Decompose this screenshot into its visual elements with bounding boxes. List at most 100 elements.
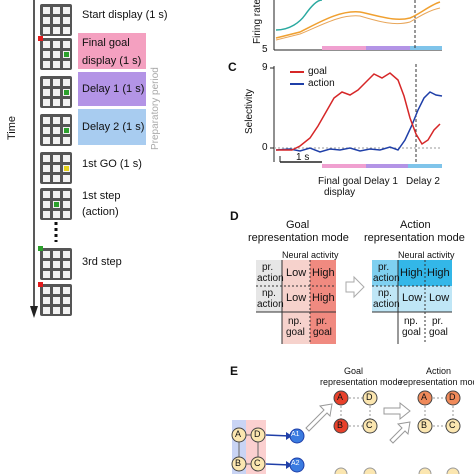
maze-cell [43,261,50,268]
panel-d-letter: D [230,209,239,223]
goal-table-low-col [282,260,310,344]
maze-cell [63,287,70,294]
panel-b-delay1-bar [366,46,410,50]
step-label-1st-go: 1st GO (1 s) [82,158,142,170]
maze-cell [43,79,50,86]
maze-cell [53,211,60,218]
final-goal-band [78,33,146,69]
maze-cell [43,175,50,182]
step-label-delay1: Delay 1 (1 s) [82,83,145,95]
maze-cell [63,41,70,48]
maze-cell [43,191,50,198]
action-node-a [417,390,433,406]
action-node-b [417,418,433,434]
maze-cell [43,137,50,144]
action-col1-label-2: goal [402,327,421,338]
maze-cell [53,287,60,294]
action-col2-label-2: goal [429,327,448,338]
maze-marker [64,128,69,133]
maze-cell [53,261,60,268]
maze-cell [43,307,50,314]
maze-cell [53,27,60,34]
panel-d-arrow [345,275,365,299]
panel-b-delay2-bar [410,46,442,50]
goal-cell-low-1: Low [286,267,307,279]
time-arrow-head [30,306,38,318]
maze-marker [64,52,69,57]
maze-cell [63,297,70,304]
panel-c-scale-label: 1 s [296,152,310,163]
action-table-low-row [398,286,452,312]
action-cell-high-2: High [427,267,450,279]
action-node-d-label: D [449,392,456,402]
maze-cell [53,191,60,198]
maze-cell [43,99,50,106]
panel-c-legend-action: action [308,78,335,89]
goal-col1-label-1: np. [288,316,302,327]
maze-cell [63,211,70,218]
maze-cell [43,127,50,134]
action-table-row1-label-bg [372,260,398,286]
step-label-1st-step-2: (action) [82,206,119,218]
arrow-to-a1 [286,432,292,440]
goal-table-row2-label-bg [256,286,282,312]
maze-cell [53,7,60,14]
maze-cell [43,165,50,172]
action-row2-label-1: np. [378,288,392,299]
step-label-final-goal-2: display (1 s) [82,55,142,67]
maze-cell [53,89,60,96]
left-node-b-label: B [235,458,242,468]
maze-cell [63,251,70,258]
panel-e-letter: E [230,364,239,378]
panel-d-goal-title-1: Goal [286,219,310,231]
panel-d-action-title-2: representation mode [364,232,465,244]
maze-cell [53,117,60,124]
maze-marker [38,246,43,251]
step-label-start: Start display (1 s) [82,9,168,21]
maze-cell [53,251,60,258]
action-cell-high-1: High [400,267,423,279]
maze-marker [38,36,43,41]
left-node-b [231,456,247,472]
goal-node-a [333,390,349,406]
maze-cell [63,271,70,278]
panel-e-goal-mode-2: representation mode [320,377,403,387]
delay1-band [78,72,146,106]
maze-cell [43,251,50,258]
maze-cell [43,287,50,294]
big-arrow-up [305,403,333,432]
goal-col2-label-1: pr. [316,316,328,327]
maze-cell [53,137,60,144]
big-arrow-diag [389,421,411,444]
node-a2 [289,457,305,473]
goal-cell-low-2: Low [286,292,307,304]
panel-c-delay2-bar [408,164,442,168]
action-row1-label-1: pr. [378,262,390,273]
maze-cell [53,51,60,58]
goal-col1-label-2: goal [286,327,305,338]
left-node-d [250,427,266,443]
panel-e-goal-mode-1: Goal [344,366,364,376]
panel-c-delay1-bar [366,164,408,168]
maze-cell [63,261,70,268]
maze-cell [53,297,60,304]
maze-marker [64,166,69,171]
action-node-a-label: A [421,392,428,402]
step-label-1st-step-1: 1st step [82,190,121,202]
panel-e-action-mode-1: Action [426,366,452,376]
panel-c-ytick-top: 9 [262,62,268,73]
panel-c-action-trace [275,91,443,153]
maze-cell [53,271,60,278]
maze-cell [63,17,70,24]
panel-c-goal-bar [322,164,366,168]
panel-d-goal-title-2: representation mode [248,232,349,244]
maze-cell [43,297,50,304]
maze-cell [43,117,50,124]
maze-cell [53,61,60,68]
left-node-a-label: A [235,429,242,439]
big-arrow-right [383,401,411,421]
goal-node-d-label: D [366,392,373,402]
maze-marker [38,282,43,287]
goal-node-c-label: C [366,420,373,430]
maze-marker [64,90,69,95]
